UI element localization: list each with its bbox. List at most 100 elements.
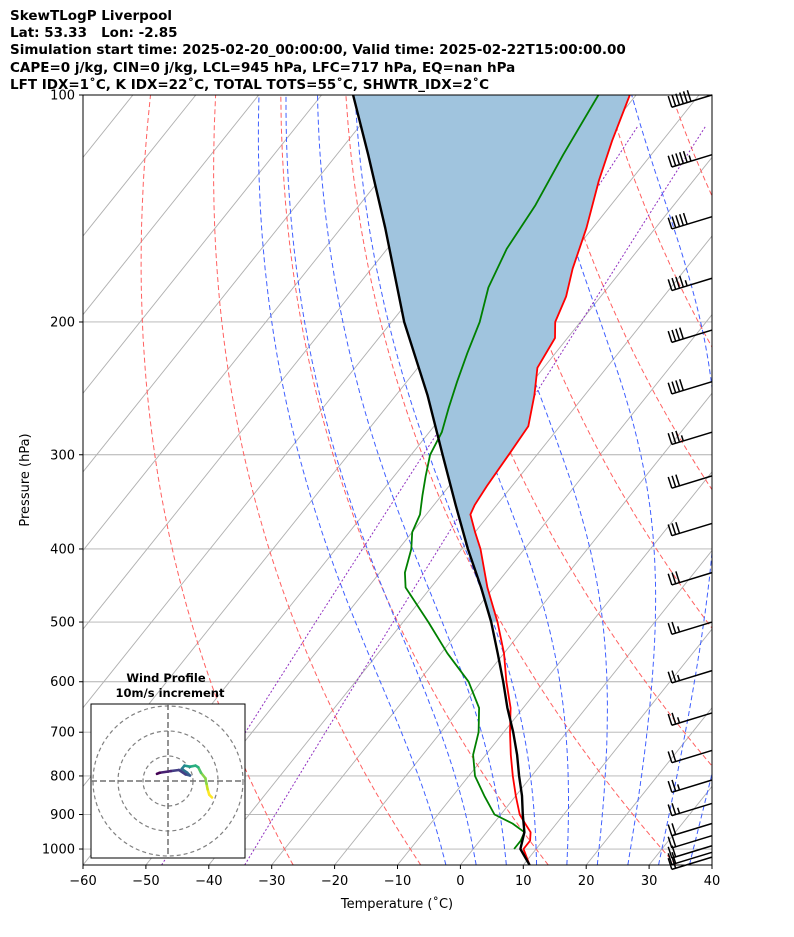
barb-feather bbox=[678, 152, 685, 164]
barb-feather bbox=[671, 431, 677, 444]
cape-line: CAPE=0 j/kg, CIN=0 j/kg, LCL=945 hPa, LF… bbox=[10, 59, 516, 76]
barb-feather bbox=[667, 382, 673, 395]
y-tick-label: 400 bbox=[50, 542, 75, 557]
hodograph-trace-segment bbox=[177, 768, 187, 776]
barb-feather bbox=[667, 433, 673, 445]
y-tick-label: 800 bbox=[50, 769, 75, 784]
wind-barb bbox=[667, 275, 713, 292]
x-tick-label: −40 bbox=[195, 874, 222, 889]
y-tick-label: 200 bbox=[50, 315, 75, 330]
barb-staff bbox=[671, 621, 713, 636]
barb-feather bbox=[667, 846, 673, 859]
barb-feather bbox=[678, 327, 685, 340]
moist-adiabat-line bbox=[317, 95, 507, 865]
barb-feather bbox=[671, 94, 677, 107]
barb-feather bbox=[675, 153, 681, 165]
x-tick-label: 10 bbox=[515, 874, 532, 889]
barb-staff bbox=[671, 277, 713, 292]
barb-staff bbox=[671, 431, 713, 446]
barb-feather bbox=[671, 670, 677, 682]
x-tick-label: 20 bbox=[578, 874, 595, 889]
barb-feather bbox=[671, 329, 677, 342]
barb-feather bbox=[671, 523, 677, 535]
location-line: Lat: 53.33 Lon: -2.85 bbox=[10, 25, 178, 42]
barb-staff bbox=[671, 522, 713, 537]
y-tick-label: 1000 bbox=[42, 843, 75, 858]
isotherm-line bbox=[648, 785, 712, 865]
barb-half-feather bbox=[684, 280, 688, 287]
wind-barb bbox=[667, 845, 713, 859]
barb-staff bbox=[671, 153, 713, 168]
wind-barb bbox=[667, 474, 713, 489]
barb-staff bbox=[671, 380, 713, 395]
barb-feather bbox=[682, 91, 688, 103]
barb-feather bbox=[675, 380, 681, 392]
wind-barb bbox=[667, 327, 713, 344]
barb-staff bbox=[671, 215, 713, 230]
barb-feather bbox=[671, 823, 677, 835]
x-tick-label: 40 bbox=[704, 874, 721, 889]
dry-adiabat-line bbox=[140, 95, 294, 865]
barb-feather bbox=[667, 853, 673, 865]
x-tick-label: 30 bbox=[641, 874, 658, 889]
barb-half-feather bbox=[676, 717, 681, 724]
mixing-ratio-line bbox=[244, 125, 707, 865]
barb-feather bbox=[667, 751, 673, 763]
barb-feather bbox=[667, 155, 673, 168]
x-tick-label: 0 bbox=[456, 874, 464, 889]
dry-adiabat-line bbox=[345, 95, 677, 865]
hodograph-plot bbox=[91, 704, 245, 858]
barb-feather bbox=[671, 856, 677, 869]
plot-area bbox=[83, 95, 712, 865]
y-tick-label: 900 bbox=[50, 808, 75, 823]
isotherm-line bbox=[208, 235, 712, 865]
x-tick-label: −20 bbox=[321, 874, 348, 889]
wind-barb bbox=[667, 212, 713, 230]
barb-feather bbox=[667, 573, 673, 586]
wind-barb bbox=[667, 712, 713, 726]
barb-feather bbox=[675, 328, 681, 341]
isotherm-line bbox=[460, 549, 712, 865]
barb-feather bbox=[682, 212, 688, 225]
barb-feather bbox=[678, 275, 685, 288]
wind-barb bbox=[667, 779, 713, 794]
isotherm-line bbox=[83, 95, 385, 473]
moist-adiabat-line bbox=[257, 95, 447, 865]
hodograph-subtitle: 10m/s increment bbox=[116, 686, 225, 700]
hodograph-trace-segment bbox=[155, 771, 162, 776]
barb-feather bbox=[675, 430, 681, 443]
barb-feather bbox=[671, 845, 677, 858]
barb-feather bbox=[671, 475, 677, 488]
wind-barb bbox=[667, 856, 713, 871]
barb-feather bbox=[671, 277, 677, 290]
barb-feather bbox=[675, 93, 681, 106]
barb-staff bbox=[671, 475, 713, 489]
dewpoint-line bbox=[403, 95, 600, 850]
barb-feather bbox=[671, 216, 677, 229]
dry-adiabat-line bbox=[540, 95, 712, 491]
barb-feather bbox=[675, 571, 681, 583]
isotherm-line bbox=[522, 628, 712, 865]
x-axis-label: Temperature (˚C) bbox=[340, 896, 453, 912]
wind-barb bbox=[667, 802, 713, 817]
moist-adiabat-line bbox=[458, 95, 608, 865]
isotherm-line bbox=[271, 313, 712, 865]
temperature-line bbox=[469, 95, 631, 865]
hodograph-trace-segment bbox=[158, 769, 173, 775]
barb-staff bbox=[671, 571, 713, 586]
isotherm-line bbox=[83, 95, 260, 316]
wind-barb bbox=[667, 834, 713, 849]
barb-feather bbox=[667, 671, 673, 684]
index-line: LFT IDX=1˚C, K IDX=22˚C, TOTAL TOTS=55˚C… bbox=[10, 76, 490, 93]
moist-adiabat-line bbox=[631, 95, 712, 865]
barb-staff bbox=[671, 329, 713, 344]
y-tick-label: 700 bbox=[50, 726, 75, 741]
barb-feather bbox=[682, 150, 688, 163]
barb-feather bbox=[678, 214, 685, 226]
barb-feather bbox=[671, 803, 677, 815]
barb-feather bbox=[675, 276, 681, 289]
x-tick-label: −10 bbox=[384, 874, 411, 889]
barb-feather bbox=[667, 713, 673, 726]
